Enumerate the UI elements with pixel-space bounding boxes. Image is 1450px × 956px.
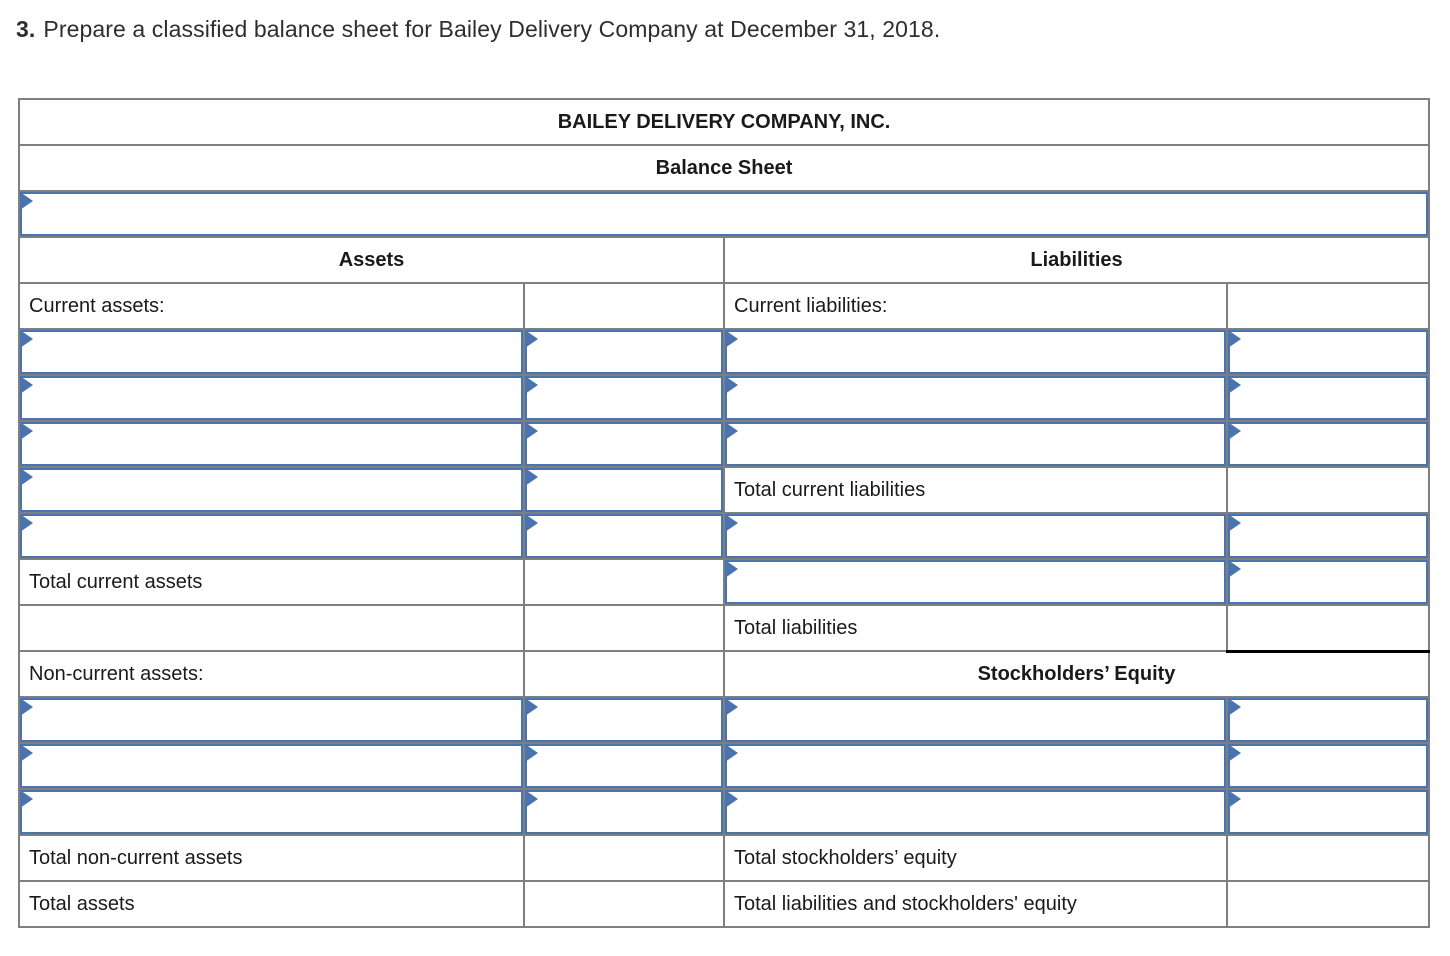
- page-title: 3. Prepare a classified balance sheet for…: [16, 16, 1416, 43]
- liability-name-input-2[interactable]: [723, 374, 1228, 422]
- statement-date-input[interactable]: [17, 190, 1431, 238]
- total-assets-label: Total assets: [18, 880, 525, 928]
- total-non-current-assets-amount: [523, 834, 725, 882]
- non-current-assets-label: Non-current assets:: [18, 650, 525, 698]
- question-text: Prepare a classified balance sheet for B…: [43, 16, 941, 42]
- liability-amount-input-3[interactable]: [1225, 420, 1431, 468]
- equity-amount-input-1[interactable]: [1225, 696, 1431, 744]
- current-liabilities-label: Current liabilities:: [723, 282, 1228, 330]
- noncurrent-asset-name-input-1[interactable]: [18, 696, 525, 744]
- noncurrent-asset-amount-input-1[interactable]: [523, 696, 725, 744]
- balance-sheet-table: BAILEY DELIVERY COMPANY, INC. Balance Sh…: [17, 98, 1431, 928]
- liability-name-input-1[interactable]: [723, 328, 1228, 376]
- liability-amount-input-2[interactable]: [1225, 374, 1431, 422]
- noncurrent-asset-name-input-3[interactable]: [18, 788, 525, 836]
- stockholders-equity-section-header: Stockholders’ Equity: [722, 650, 1431, 698]
- liabilities-section-header: Liabilities: [722, 236, 1431, 284]
- empty-cell: [523, 604, 725, 652]
- asset-name-input-1[interactable]: [18, 328, 525, 376]
- total-current-liabilities-label: Total current liabilities: [723, 466, 1228, 514]
- liability-amount-input-4[interactable]: [1225, 512, 1431, 560]
- empty-cell: [523, 282, 725, 330]
- liability-amount-input-1[interactable]: [1225, 328, 1431, 376]
- liability-amount-input-5[interactable]: [1225, 558, 1431, 606]
- equity-name-input-3[interactable]: [723, 788, 1228, 836]
- empty-cell: [1225, 282, 1431, 330]
- question-number: 3.: [16, 16, 36, 42]
- statement-title-header: Balance Sheet: [17, 144, 1431, 192]
- liability-name-input-5[interactable]: [723, 558, 1228, 606]
- liability-name-input-4[interactable]: [723, 512, 1228, 560]
- empty-cell: [523, 650, 725, 698]
- equity-amount-input-2[interactable]: [1225, 742, 1431, 790]
- total-liabilities-amount: [1225, 604, 1431, 653]
- asset-amount-input-1[interactable]: [523, 328, 725, 376]
- total-non-current-assets-label: Total non-current assets: [18, 834, 525, 882]
- noncurrent-asset-amount-input-2[interactable]: [523, 742, 725, 790]
- equity-name-input-1[interactable]: [723, 696, 1228, 744]
- noncurrent-asset-amount-input-3[interactable]: [523, 788, 725, 836]
- asset-amount-input-2[interactable]: [523, 374, 725, 422]
- liability-name-input-3[interactable]: [723, 420, 1228, 468]
- equity-name-input-2[interactable]: [723, 742, 1228, 790]
- equity-amount-input-3[interactable]: [1225, 788, 1431, 836]
- total-stockholders-equity-amount: [1225, 834, 1431, 882]
- asset-name-input-3[interactable]: [18, 420, 525, 468]
- total-current-assets-amount: [523, 558, 725, 606]
- asset-amount-input-5[interactable]: [523, 512, 725, 560]
- asset-name-input-4[interactable]: [18, 466, 525, 514]
- total-assets-amount: [523, 880, 725, 928]
- total-liabilities-label: Total liabilities: [723, 604, 1228, 652]
- empty-cell: [18, 604, 525, 652]
- total-current-assets-label: Total current assets: [18, 558, 525, 606]
- total-liabilities-and-equity-amount: [1225, 880, 1431, 928]
- current-assets-label: Current assets:: [18, 282, 525, 330]
- total-stockholders-equity-label: Total stockholders’ equity: [723, 834, 1228, 882]
- asset-amount-input-3[interactable]: [523, 420, 725, 468]
- asset-name-input-5[interactable]: [18, 512, 525, 560]
- assets-section-header: Assets: [18, 236, 725, 284]
- company-name-header: BAILEY DELIVERY COMPANY, INC.: [17, 98, 1431, 146]
- total-liabilities-and-equity-label: Total liabilities and stockholders' equi…: [723, 880, 1228, 928]
- asset-name-input-2[interactable]: [18, 374, 525, 422]
- noncurrent-asset-name-input-2[interactable]: [18, 742, 525, 790]
- asset-amount-input-4[interactable]: [523, 466, 725, 514]
- total-current-liabilities-amount: [1225, 466, 1431, 514]
